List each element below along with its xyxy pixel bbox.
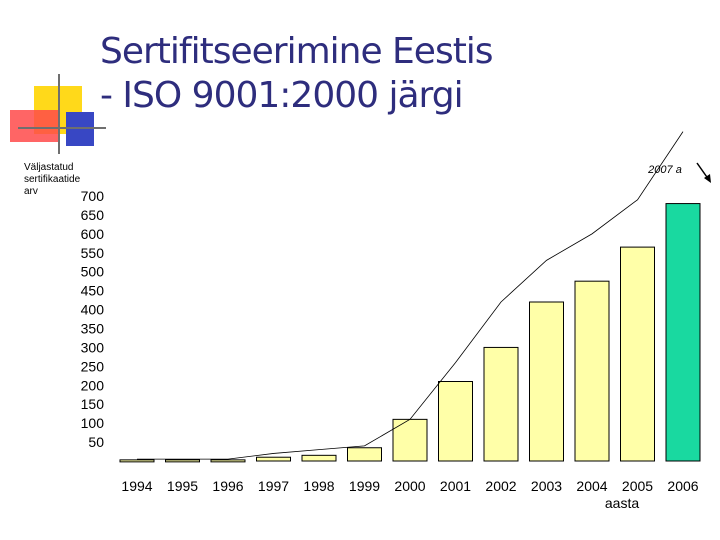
- x-tick-label: 1997: [258, 478, 289, 494]
- x-tick-label: 1999: [349, 478, 380, 494]
- bar: [256, 456, 291, 462]
- x-tick-label: 1998: [303, 478, 334, 494]
- y-tick-label: 100: [81, 415, 105, 431]
- bar: [301, 454, 337, 462]
- bar: [483, 346, 519, 462]
- bar: [665, 203, 701, 462]
- x-tick-label: 2002: [485, 478, 516, 494]
- bar: [347, 447, 382, 462]
- bar: [620, 246, 655, 462]
- y-tick-label: 300: [81, 339, 105, 355]
- y-tick-label: 450: [81, 283, 105, 299]
- x-tick-label: 2003: [531, 478, 562, 494]
- x-tick-label: 2005: [622, 478, 653, 494]
- y-tick-label: 700: [81, 188, 105, 204]
- title-line-2: - ISO 9001:2000 järgi: [100, 75, 464, 116]
- y-tick-label: 50: [88, 434, 104, 450]
- decor-blue-square: [66, 112, 94, 146]
- y-axis-label-line: sertifikaatide: [24, 174, 81, 185]
- bar: [119, 459, 155, 463]
- x-axis-title: aasta: [605, 495, 639, 511]
- y-tick-label: 250: [81, 358, 105, 374]
- annotation-arrow-head: [704, 174, 711, 183]
- bar: [210, 459, 246, 463]
- x-tick-label: 2004: [576, 478, 607, 494]
- bar: [165, 459, 200, 463]
- x-tick-label: 2006: [667, 478, 698, 494]
- x-tick-label: 1996: [212, 478, 243, 494]
- y-tick-label: 350: [81, 321, 105, 337]
- y-tick-label: 400: [81, 302, 105, 318]
- annotation-label: 2007 a: [647, 164, 682, 176]
- bar: [438, 381, 473, 462]
- title-line-1: Sertifitseerimine Eestis: [100, 31, 494, 72]
- decor-horizontal-line: [18, 127, 106, 129]
- bar: [529, 301, 564, 462]
- x-tick-label: 2000: [394, 478, 425, 494]
- y-axis-label-line: arv: [24, 186, 38, 197]
- decor-vertical-line: [58, 74, 60, 154]
- bar: [392, 418, 428, 462]
- x-tick-label: 1994: [121, 478, 152, 494]
- trend-line: [137, 131, 684, 460]
- x-tick-label: 1995: [167, 478, 198, 494]
- decor-red-square: [10, 110, 58, 142]
- y-tick-label: 500: [81, 264, 105, 280]
- slide-title: Sertifitseerimine Eestis - ISO 9001:2000…: [100, 30, 700, 118]
- bar: [574, 280, 610, 462]
- y-axis-label: Väljastatud sertifikaatide arv: [24, 162, 114, 198]
- y-tick-label: 650: [81, 207, 105, 223]
- y-tick-label: 150: [81, 396, 105, 412]
- y-axis-label-line: Väljastatud: [24, 162, 74, 173]
- x-tick-label: 2001: [440, 478, 471, 494]
- y-tick-label: 600: [81, 226, 105, 242]
- y-tick-label: 550: [81, 245, 105, 261]
- y-tick-label: 200: [81, 377, 105, 393]
